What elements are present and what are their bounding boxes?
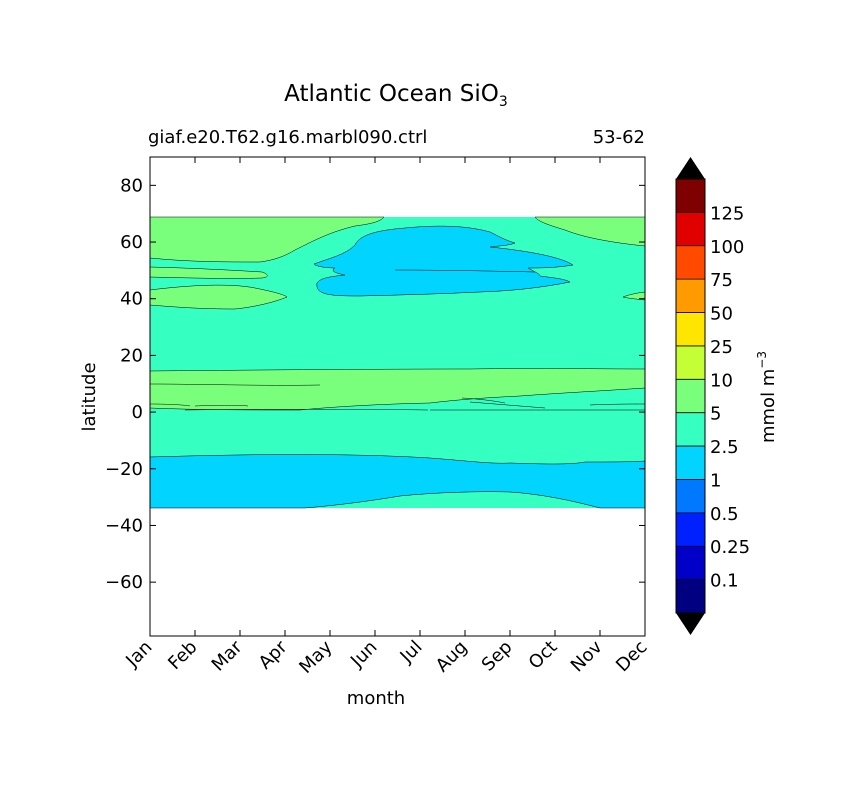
region-contour-line-50n <box>394 269 536 273</box>
y-axis-label: latitude <box>79 362 100 431</box>
colorbar-tick-label: 50 <box>710 304 733 325</box>
x-tick-label: Nov <box>567 636 607 676</box>
colorbar-tick-label: 0.1 <box>710 571 739 592</box>
region-contour-equator-5 <box>469 401 546 409</box>
colorbar-segment <box>676 546 705 580</box>
colorbar-segment <box>676 512 705 547</box>
y-tick-label: −40 <box>105 515 143 536</box>
region-contour-equator-4 <box>461 397 506 404</box>
y-tick-label: 60 <box>120 232 143 253</box>
x-tick-label: Oct <box>525 637 562 674</box>
y-axis: 80 60 40 20 0 −20 −40 −60 <box>105 175 645 593</box>
colorbar-segment <box>676 245 705 280</box>
colorbar-tick-label: 2.5 <box>710 437 739 458</box>
subtitle-left: giaf.e20.T62.g16.marbl090.ctrl <box>148 127 427 148</box>
colorbar-label: mmol m−3 <box>755 351 779 443</box>
x-tick-label: Apr <box>255 636 292 673</box>
colorbar-segment <box>676 179 705 213</box>
colorbar-segment <box>676 579 705 613</box>
colorbar-tick-label: 0.25 <box>710 537 750 558</box>
colorbar-tick-label: 1 <box>710 470 721 491</box>
chart-title: Atlantic Ocean SiO3 <box>284 81 508 110</box>
colorbar-tick-label: 10 <box>710 370 733 391</box>
region-5-to-10-north-strip <box>150 266 268 279</box>
plot-area <box>150 216 645 509</box>
colorbar-segment <box>676 446 705 480</box>
y-tick-label: 80 <box>120 175 143 196</box>
x-axis-label: month <box>347 688 405 709</box>
y-tick-label: −60 <box>105 572 143 593</box>
x-tick-label: Mar <box>208 636 247 675</box>
region-5-to-10-midlat <box>150 284 288 310</box>
colorbar-under-extension <box>676 613 705 635</box>
colorbar-segment <box>676 479 705 513</box>
colorbar-segment <box>676 279 705 313</box>
subtitle-right: 53-62 <box>593 127 645 148</box>
x-tick-label: Sep <box>478 637 517 676</box>
colorbar-over-extension <box>676 157 705 179</box>
x-tick-label: May <box>295 636 336 677</box>
colorbar-segment <box>676 412 705 447</box>
region-1-to-2p5-south <box>150 454 645 509</box>
x-tick-label: Jun <box>346 637 381 672</box>
y-tick-label: 0 <box>132 402 143 423</box>
x-tick-label: Jan <box>121 637 156 672</box>
colorbar-tick-label: 25 <box>710 337 733 358</box>
region-5-to-10-north <box>150 216 385 263</box>
colorbar-tick-label: 0.5 <box>710 504 739 525</box>
region-5-to-10-north-east <box>534 216 645 247</box>
y-tick-label: 40 <box>120 289 143 310</box>
region-5-to-10-equator <box>150 368 645 411</box>
x-tick-label: Dec <box>612 637 651 676</box>
colorbar-segment <box>676 379 705 413</box>
colorbar-segment <box>676 212 705 246</box>
y-tick-label: 20 <box>120 345 143 366</box>
y-tick-label: −20 <box>105 459 143 480</box>
colorbar-tick-label: 125 <box>710 203 744 224</box>
region-5-to-10-east-midlat <box>622 291 645 301</box>
region-5-to-10-equator-line <box>150 383 321 386</box>
colorbar-tick-label: 5 <box>710 404 721 425</box>
region-1-to-2p5-north <box>313 225 574 297</box>
region-contour-equator-3 <box>184 409 429 411</box>
colorbar-tick-label: 75 <box>710 270 733 291</box>
region-contour-equator-1 <box>150 403 191 407</box>
x-tick-label: Feb <box>164 637 201 674</box>
plot-frame <box>149 156 646 637</box>
colorbar-frame <box>675 178 706 614</box>
colorbar-segment <box>676 345 705 380</box>
region-contour-equator-2 <box>194 405 249 407</box>
x-tick-label: Jul <box>396 637 427 668</box>
region-contour-equator-6 <box>589 403 645 406</box>
colorbar: 0.1 0.25 0.5 1 2.5 5 10 25 50 75 100 125 <box>675 157 750 635</box>
colorbar-segment <box>676 312 705 346</box>
colorbar-tick-label: 100 <box>710 237 744 258</box>
x-tick-label: Aug <box>432 637 472 677</box>
